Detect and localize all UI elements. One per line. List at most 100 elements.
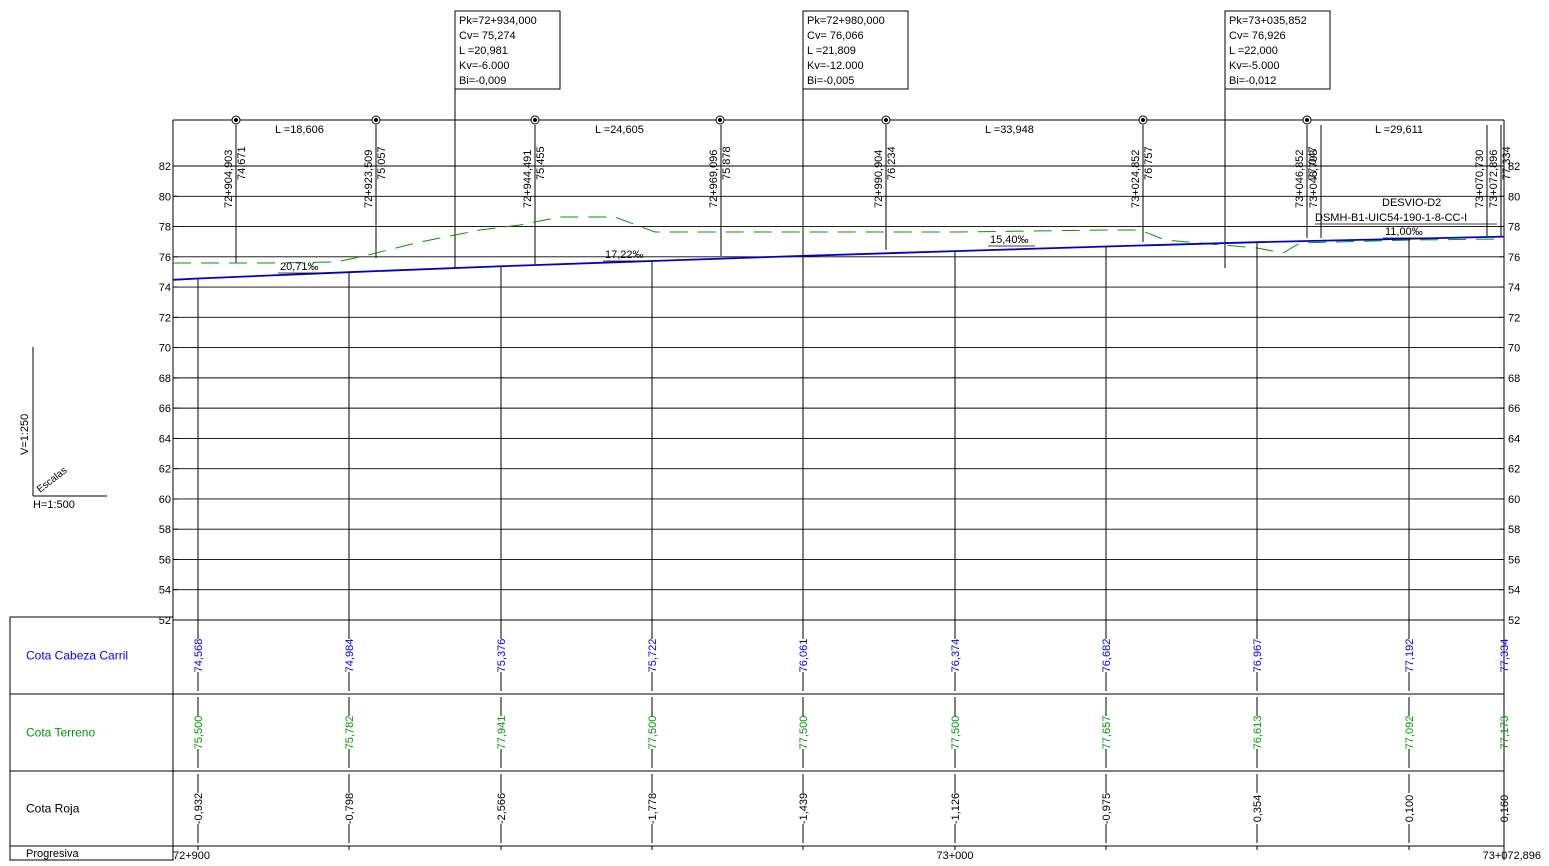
curve-bi-text: Bi=-0,009 — [459, 75, 506, 87]
station-marker-inner — [374, 118, 378, 122]
y-axis-label-right: 62 — [1508, 464, 1520, 476]
table-cell-value: 74,984 — [344, 639, 356, 673]
progresiva-header-cell — [9, 845, 174, 861]
curve-info-box — [454, 10, 561, 90]
curve-cv-text: Cv= 75,274 — [459, 30, 516, 42]
curve-kv-text: Kv=-12.000 — [807, 60, 864, 72]
table-cell-value: 77,657 — [1101, 716, 1113, 750]
y-axis-label-right: 80 — [1508, 191, 1520, 203]
table-cell-value: 74,568 — [193, 639, 205, 673]
table-cell-value: 77,500 — [950, 716, 962, 750]
table-cell-value: 76,682 — [1101, 639, 1113, 673]
progresiva-start: 72+900 — [173, 850, 210, 862]
y-axis-label-right: 54 — [1508, 585, 1520, 597]
curve-cv-text: Cv= 76,926 — [1229, 30, 1286, 42]
y-axis-label-left: 80 — [159, 191, 171, 203]
station-elev-label: 77,334 — [1501, 146, 1513, 180]
station-elev-label: 77,047 — [1307, 146, 1319, 180]
segment-length-label: L =29,611 — [1375, 124, 1423, 136]
grade-label: 15,40‰ — [990, 234, 1029, 246]
table-cell-value: 75,376 — [496, 639, 508, 673]
y-axis-label-left: 72 — [159, 312, 171, 324]
y-axis-label-right: 58 — [1508, 524, 1520, 536]
y-axis-label-right: 68 — [1508, 373, 1520, 385]
y-axis-label-left: 66 — [159, 403, 171, 415]
y-axis-label-left: 74 — [159, 282, 171, 294]
station-pk-label: 73+024,852 — [1130, 150, 1142, 208]
y-axis-label-left: 78 — [159, 222, 171, 234]
curve-info-box — [802, 10, 909, 90]
station-pk-label: 72+969,096 — [708, 150, 720, 208]
rail-profile-line — [172, 235, 1505, 281]
station-elev-label: 75,878 — [721, 146, 733, 180]
curve-l-text: L =22,000 — [1229, 45, 1278, 57]
progresiva-end: 73+072,896 — [1483, 850, 1541, 862]
table-cell-value: 0,160 — [1499, 795, 1511, 823]
table-cell-value: 75,782 — [344, 716, 356, 750]
station-marker-inner — [1305, 118, 1309, 122]
table-cell-value: 77,173 — [1499, 716, 1511, 750]
station-elev-label: 76,757 — [1143, 146, 1155, 180]
table-cell-value: 76,374 — [950, 639, 962, 673]
station-elev-label: 75,455 — [535, 146, 547, 180]
table-cell-value: 77,500 — [647, 716, 659, 750]
table-cell-value: 77,941 — [496, 716, 508, 750]
station-marker-inner — [884, 118, 888, 122]
y-axis-label-left: 54 — [159, 585, 171, 597]
table-cell-value: 77,500 — [798, 716, 810, 750]
y-axis-label-right: 72 — [1508, 312, 1520, 324]
y-axis-label-left: 58 — [159, 524, 171, 536]
table-cell-value: 75,722 — [647, 639, 659, 673]
station-marker-inner — [1141, 118, 1145, 122]
y-axis-label-left: 76 — [159, 252, 171, 264]
progresiva-label: Progresiva — [26, 848, 79, 860]
station-pk-label: 73+072,896 — [1488, 150, 1500, 208]
table-cell-value: -1,439 — [798, 793, 810, 824]
station-elev-label: 76,234 — [886, 146, 898, 180]
y-axis-label-left: 70 — [159, 343, 171, 355]
y-axis-label-left: 82 — [159, 161, 171, 173]
segment-length-label: L =24,605 — [595, 124, 644, 136]
table-cell-value: 77,092 — [1404, 716, 1416, 750]
grade-label: 11,00‰ — [1385, 226, 1423, 238]
table-cell-value: 76,967 — [1252, 639, 1264, 673]
table-cell-value: -0,932 — [193, 793, 205, 824]
y-axis-label-right: 70 — [1508, 343, 1520, 355]
table-cell-value: 0,100 — [1404, 795, 1416, 823]
table-cell-value: -2,566 — [496, 793, 508, 824]
station-pk-label: 72+904,903 — [223, 150, 235, 208]
y-axis-label-left: 64 — [159, 433, 171, 445]
grade-label: 17,22‰ — [605, 249, 644, 261]
segment-length-label: L =18,606 — [275, 124, 324, 136]
table-cell-value: -1,126 — [950, 793, 962, 824]
station-pk-label: 72+923,509 — [363, 150, 375, 208]
station-marker-inner — [533, 118, 537, 122]
station-marker-inner — [234, 118, 238, 122]
desvio-name: DESVIO-D2 — [1382, 197, 1441, 209]
curve-l-text: L =20,981 — [459, 45, 508, 57]
table-cell-value: 76,061 — [798, 639, 810, 673]
progresiva-mid: 73+000 — [936, 850, 973, 862]
station-pk-label: 73+048,703 — [1308, 150, 1320, 208]
station-elev-label: 75,057 — [376, 146, 388, 180]
table-row-label: Cota Terreno — [26, 726, 95, 740]
curve-kv-text: Kv=-6.000 — [459, 60, 509, 72]
segment-length-label: L =33,948 — [985, 124, 1034, 136]
y-axis-label-left: 62 — [159, 464, 171, 476]
curve-l-text: L =21,809 — [807, 45, 856, 57]
y-axis-label-left: 60 — [159, 494, 171, 506]
table-cell-value: 77,334 — [1499, 639, 1511, 673]
table-cell-value: -0,798 — [344, 793, 356, 824]
curve-pk-text: Pk=73+035,852 — [1229, 15, 1307, 27]
table-cell-value: 76,613 — [1252, 716, 1264, 750]
y-axis-label-right: 78 — [1508, 222, 1520, 234]
station-pk-label: 73+046,852 — [1294, 150, 1306, 208]
station-pk-label: 73+070,730 — [1474, 150, 1486, 208]
table-cell-value: -0,975 — [1101, 793, 1113, 824]
curve-bi-text: Bi=-0,012 — [1229, 75, 1276, 87]
grade-label: 20,71‰ — [280, 261, 319, 273]
y-axis-label-right: 66 — [1508, 403, 1520, 415]
station-pk-label: 72+990,904 — [873, 150, 885, 208]
y-axis-label-left: 68 — [159, 373, 171, 385]
y-axis-label-left: 52 — [159, 615, 171, 627]
